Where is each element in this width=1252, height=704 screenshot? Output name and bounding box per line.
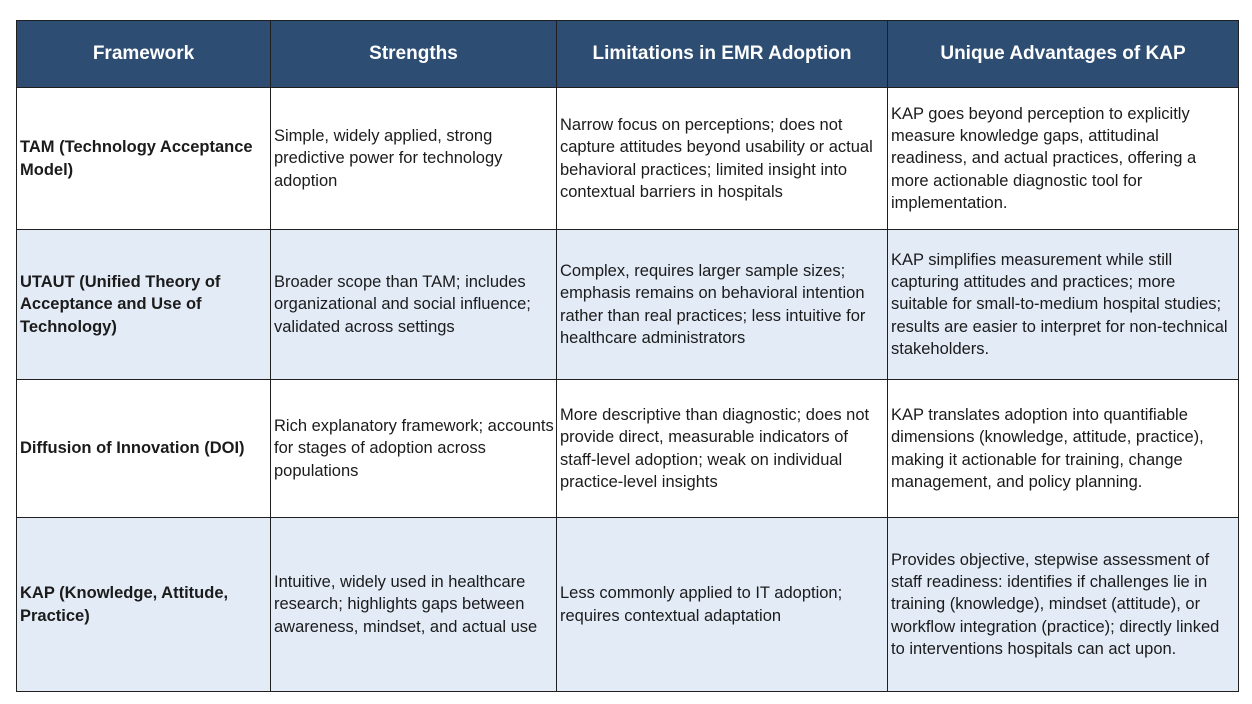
strengths-cell: Simple, widely applied, strong predictiv… xyxy=(270,87,557,230)
framework-cell: UTAUT (Unified Theory of Acceptance and … xyxy=(16,229,271,380)
advantages-cell: KAP simplifies measurement while still c… xyxy=(887,229,1239,380)
limitations-cell: Narrow focus on perceptions; does not ca… xyxy=(556,87,888,230)
header-strengths: Strengths xyxy=(270,20,557,88)
header-framework: Framework xyxy=(16,20,271,88)
framework-comparison-table: Framework Strengths Limitations in EMR A… xyxy=(16,20,1239,692)
limitations-cell: Complex, requires larger sample sizes; e… xyxy=(556,229,888,380)
table-row: KAP (Knowledge, Attitude, Practice) Intu… xyxy=(16,517,1239,692)
strengths-cell: Rich explanatory framework; accounts for… xyxy=(270,379,557,518)
advantages-cell: KAP translates adoption into quantifiabl… xyxy=(887,379,1239,518)
framework-comparison-table-container: Framework Strengths Limitations in EMR A… xyxy=(16,20,1239,692)
table-row: Diffusion of Innovation (DOI) Rich expla… xyxy=(16,379,1239,518)
framework-cell: KAP (Knowledge, Attitude, Practice) xyxy=(16,517,271,692)
advantages-cell: Provides objective, stepwise assessment … xyxy=(887,517,1239,692)
table-row: UTAUT (Unified Theory of Acceptance and … xyxy=(16,229,1239,380)
header-limitations: Limitations in EMR Adoption xyxy=(556,20,888,88)
table-header-row: Framework Strengths Limitations in EMR A… xyxy=(16,20,1239,88)
limitations-cell: Less commonly applied to IT adoption; re… xyxy=(556,517,888,692)
strengths-cell: Broader scope than TAM; includes organiz… xyxy=(270,229,557,380)
limitations-cell: More descriptive than diagnostic; does n… xyxy=(556,379,888,518)
advantages-cell: KAP goes beyond perception to explicitly… xyxy=(887,87,1239,230)
framework-cell: TAM (Technology Acceptance Model) xyxy=(16,87,271,230)
strengths-cell: Intuitive, widely used in healthcare res… xyxy=(270,517,557,692)
table-row: TAM (Technology Acceptance Model) Simple… xyxy=(16,87,1239,230)
framework-cell: Diffusion of Innovation (DOI) xyxy=(16,379,271,518)
header-advantages: Unique Advantages of KAP xyxy=(887,20,1239,88)
